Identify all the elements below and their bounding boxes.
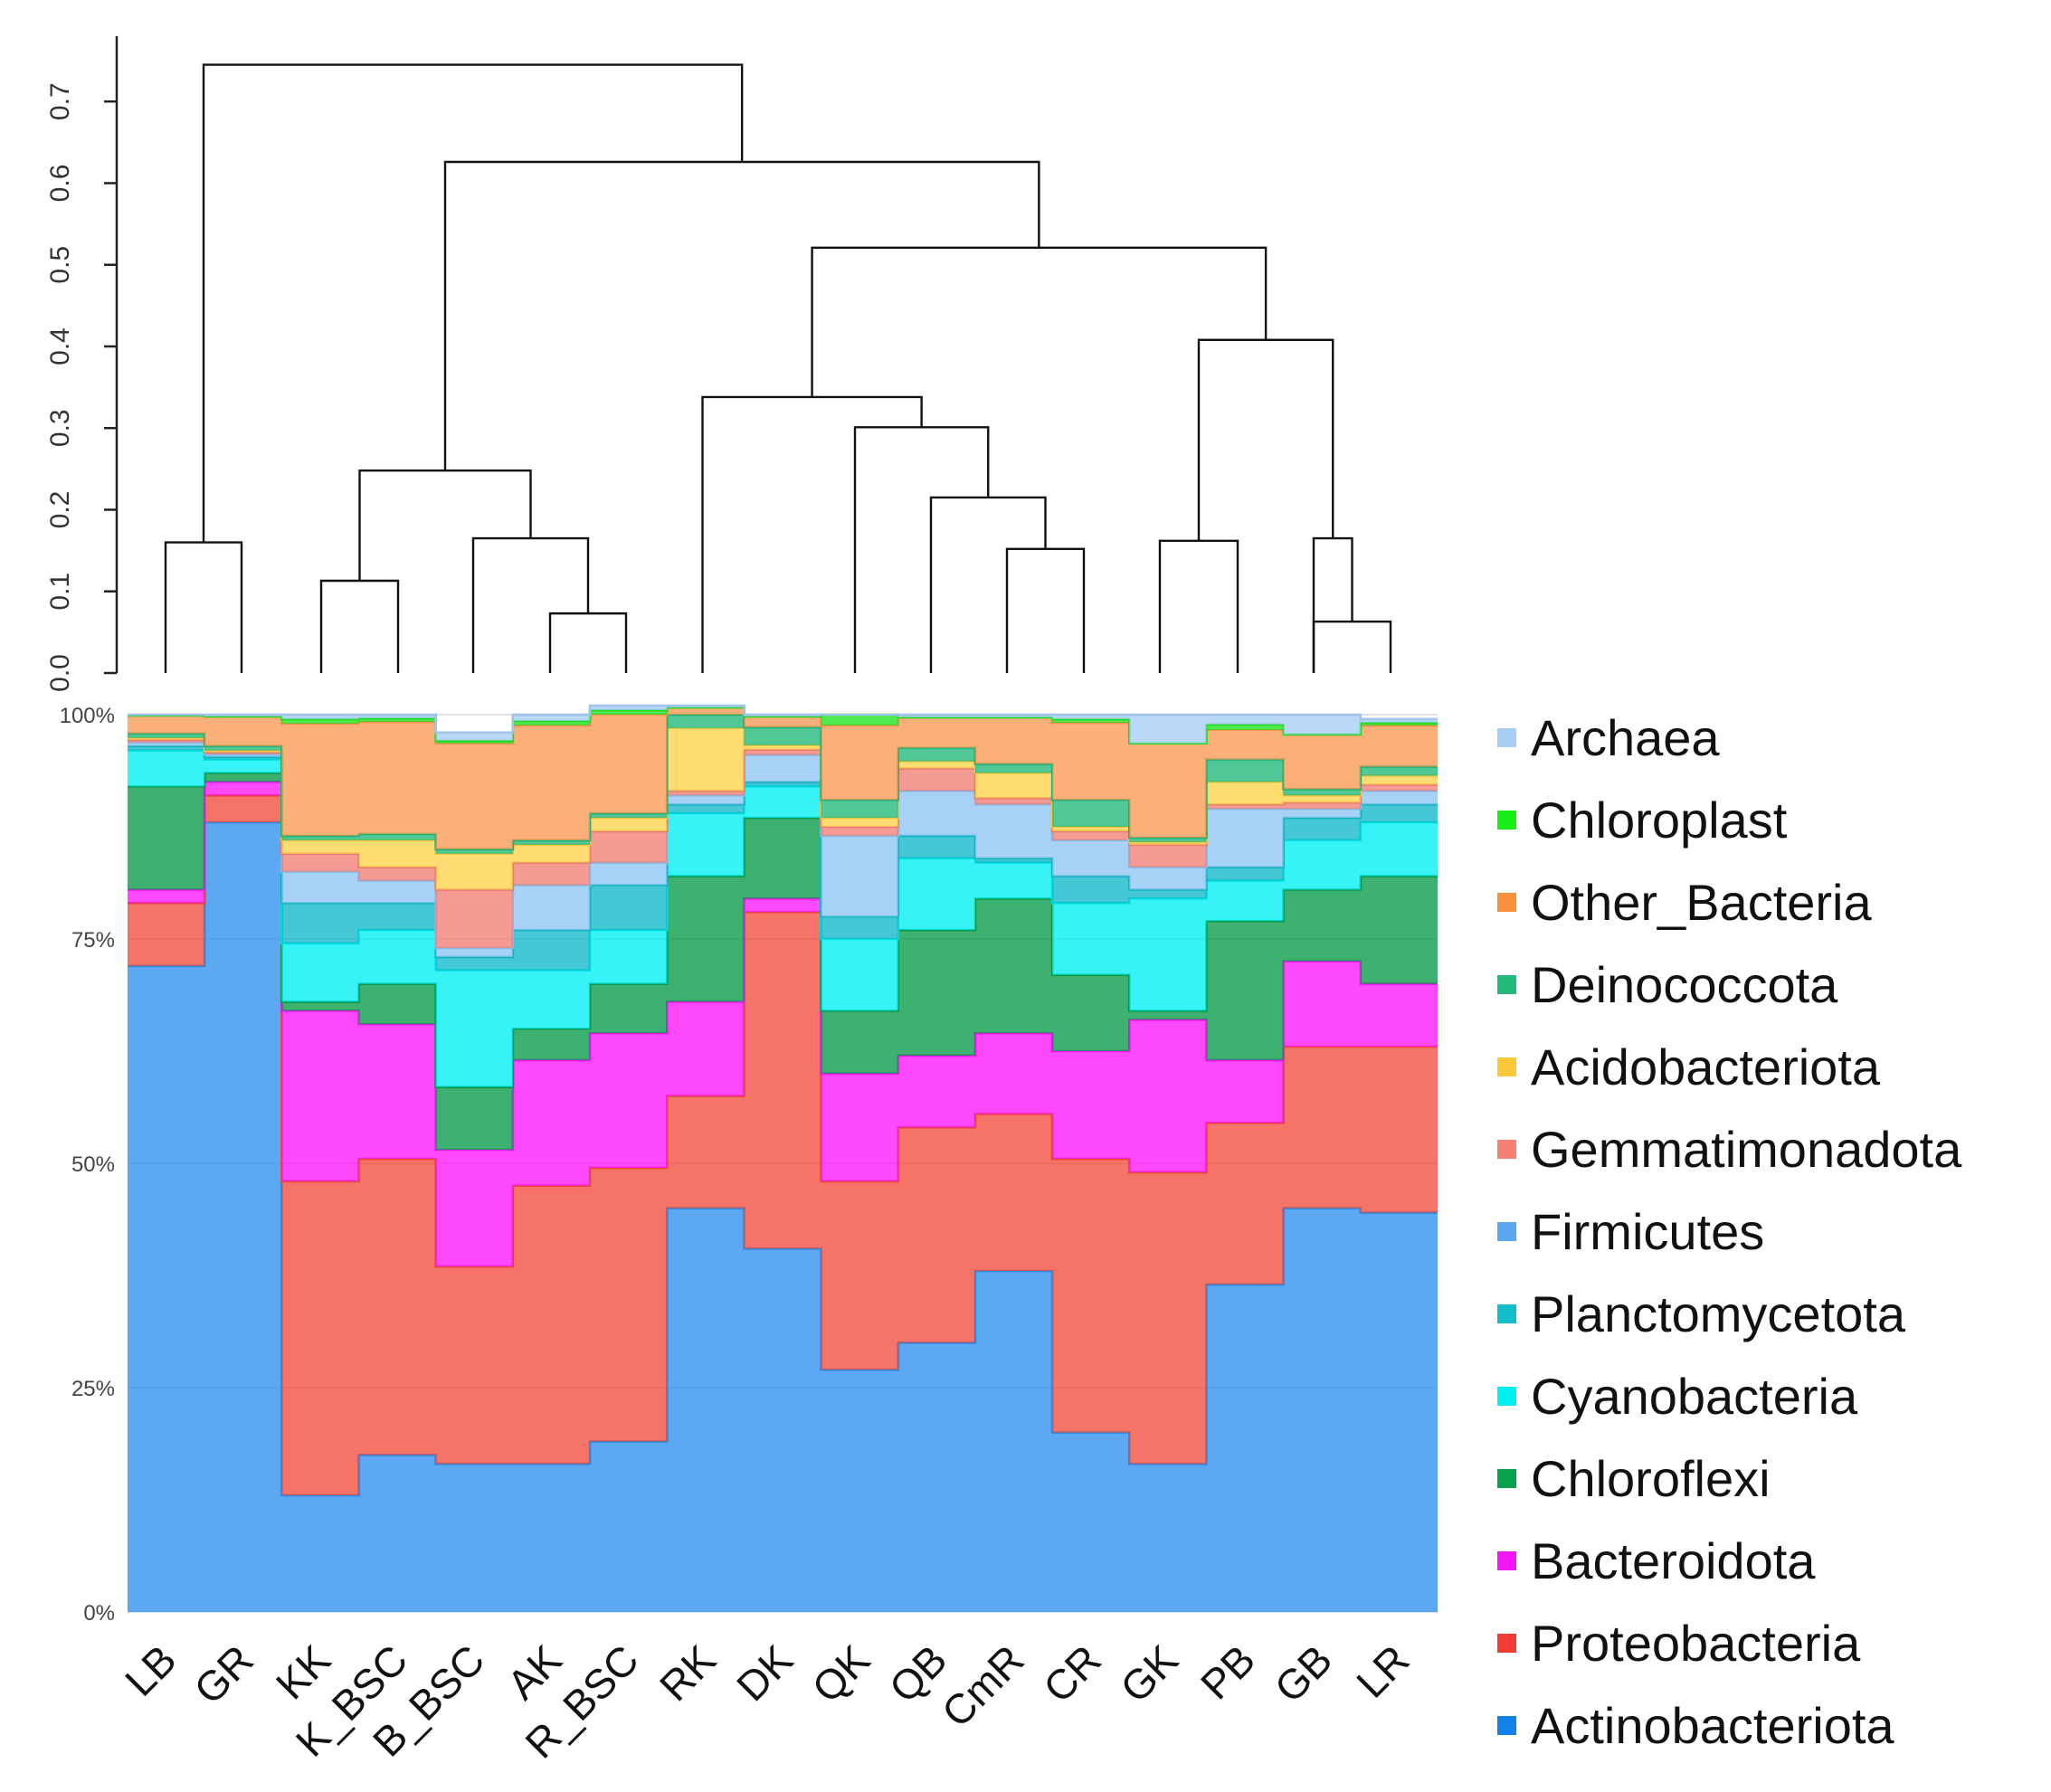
legend-item: Bacteroidota	[1497, 1520, 2040, 1602]
y-tick-label: 75%	[71, 928, 115, 953]
area-series-actinobacteriota	[128, 822, 1438, 1612]
legend-label: Other_Bacteria	[1531, 874, 1872, 931]
legend-item: Cyanobacteria	[1497, 1355, 2040, 1437]
area-series-deinococcota	[128, 715, 1438, 854]
legend-item: Firmicutes	[1497, 1190, 2040, 1273]
legend-swatch	[1497, 1387, 1516, 1406]
legend-item: Chloroflexi	[1497, 1437, 2040, 1520]
dendrogram-link	[1197, 338, 1334, 541]
x-tick-label: LB	[116, 1636, 185, 1705]
dendrogram-y-tick-label: 0.0	[45, 654, 75, 692]
x-tick-label: GK	[1111, 1636, 1187, 1711]
legend: Archaea Chloroplast Other_Bacteria Deinococ…	[1497, 697, 2040, 1767]
dendrogram-y-tick-label: 0.3	[45, 409, 75, 447]
dendrogram-link	[471, 536, 590, 673]
area-series-proteobacteria	[128, 795, 1438, 1496]
dendrogram-y-tick-label: 0.5	[45, 246, 75, 284]
dendrogram-link	[319, 579, 400, 673]
legend-label: Chloroplast	[1531, 792, 1788, 849]
x-tick-label: CmR	[933, 1636, 1033, 1736]
x-tick-label: GR	[185, 1636, 262, 1713]
dendrogram: 0.0 0.1 0.2 0.3 0.4 0.5 0.6 0.7	[45, 36, 1392, 692]
area-series-bacteroidota	[128, 782, 1438, 1267]
y-tick-label: 25%	[71, 1377, 115, 1401]
area-series-other_bacteria	[128, 707, 1438, 849]
y-tick-label: 50%	[71, 1152, 115, 1177]
dendrogram-link	[1005, 547, 1086, 673]
legend-item: Actinobacteriota	[1497, 1684, 2040, 1767]
dendrogram-y-tick-label: 0.2	[45, 491, 75, 529]
legend-item: Proteobacteria	[1497, 1602, 2040, 1684]
legend-label: Planctomycetota	[1531, 1285, 1905, 1342]
legend-item: Deinococcota	[1497, 943, 2040, 1026]
x-tick-label: RK	[650, 1636, 725, 1710]
legend-label: Bacteroidota	[1531, 1532, 1816, 1589]
legend-label: Proteobacteria	[1531, 1615, 1861, 1672]
dendrogram-link	[443, 160, 1040, 471]
dendrogram-link	[358, 469, 532, 582]
dendrogram-link	[1312, 620, 1392, 673]
legend-item: Planctomycetota	[1497, 1273, 2040, 1355]
legend-label: Chloroflexi	[1531, 1450, 1771, 1507]
y-tick-label: 0%	[83, 1601, 115, 1626]
x-tick-label: DK	[727, 1636, 802, 1710]
legend-swatch	[1497, 811, 1516, 830]
legend-swatch	[1497, 1304, 1516, 1323]
area-series-chloroflexi	[128, 773, 1438, 1151]
dendrogram-y-tick-label: 0.6	[45, 165, 75, 203]
legend-swatch	[1497, 1469, 1516, 1488]
legend-swatch	[1497, 1551, 1516, 1570]
dendrogram-link	[929, 496, 1047, 673]
legend-label: Gemmatimonadota	[1531, 1121, 1962, 1178]
legend-swatch	[1497, 893, 1516, 912]
dendrogram-link	[548, 612, 628, 673]
legend-label: Firmicutes	[1531, 1203, 1765, 1260]
legend-item: Other_Bacteria	[1497, 861, 2040, 943]
dendrogram-link	[1158, 539, 1239, 673]
legend-swatch	[1497, 1057, 1516, 1076]
x-tick-label: CR	[1034, 1636, 1110, 1711]
legend-swatch	[1497, 1634, 1516, 1653]
legend-swatch	[1497, 975, 1516, 994]
dendrogram-y-tick-label: 0.7	[45, 82, 75, 120]
area-series-edge	[128, 704, 1438, 735]
legend-swatch	[1497, 728, 1516, 747]
legend-item: Gemmatimonadota	[1497, 1108, 2040, 1190]
x-tick-label: QK	[802, 1636, 878, 1711]
dendrogram-link	[701, 395, 923, 673]
legend-swatch	[1497, 1222, 1516, 1241]
x-tick-label: PB	[1192, 1636, 1264, 1708]
area-series-gemmatimonadota	[128, 739, 1438, 948]
legend-label: Cyanobacteria	[1531, 1368, 1858, 1425]
y-tick-label: 100%	[60, 704, 115, 728]
legend-item: Acidobacteriota	[1497, 1026, 2040, 1108]
legend-label: Actinobacteriota	[1531, 1697, 1894, 1754]
legend-label: Acidobacteriota	[1531, 1038, 1881, 1095]
legend-label: Deinococcota	[1531, 956, 1838, 1013]
dendrogram-link	[164, 541, 243, 673]
stacked-area-chart: 0% 25% 50% 75% 100%	[60, 704, 1438, 1626]
x-tick-label: LR	[1347, 1636, 1418, 1706]
dendrogram-link	[853, 426, 990, 673]
dendrogram-link	[1312, 536, 1353, 673]
x-tick-label: GB	[1266, 1636, 1342, 1711]
area-series-cyanobacteria	[128, 750, 1438, 1087]
dendrogram-y-tick-label: 0.4	[45, 327, 75, 365]
dendrogram-y-tick-label: 0.1	[45, 573, 75, 611]
legend-swatch	[1497, 1716, 1516, 1735]
legend-item: Chloroplast	[1497, 779, 2040, 861]
legend-swatch	[1497, 1140, 1516, 1159]
dendrogram-link	[202, 63, 744, 543]
legend-label: Archaea	[1531, 709, 1720, 766]
legend-item: Archaea	[1497, 697, 2040, 779]
